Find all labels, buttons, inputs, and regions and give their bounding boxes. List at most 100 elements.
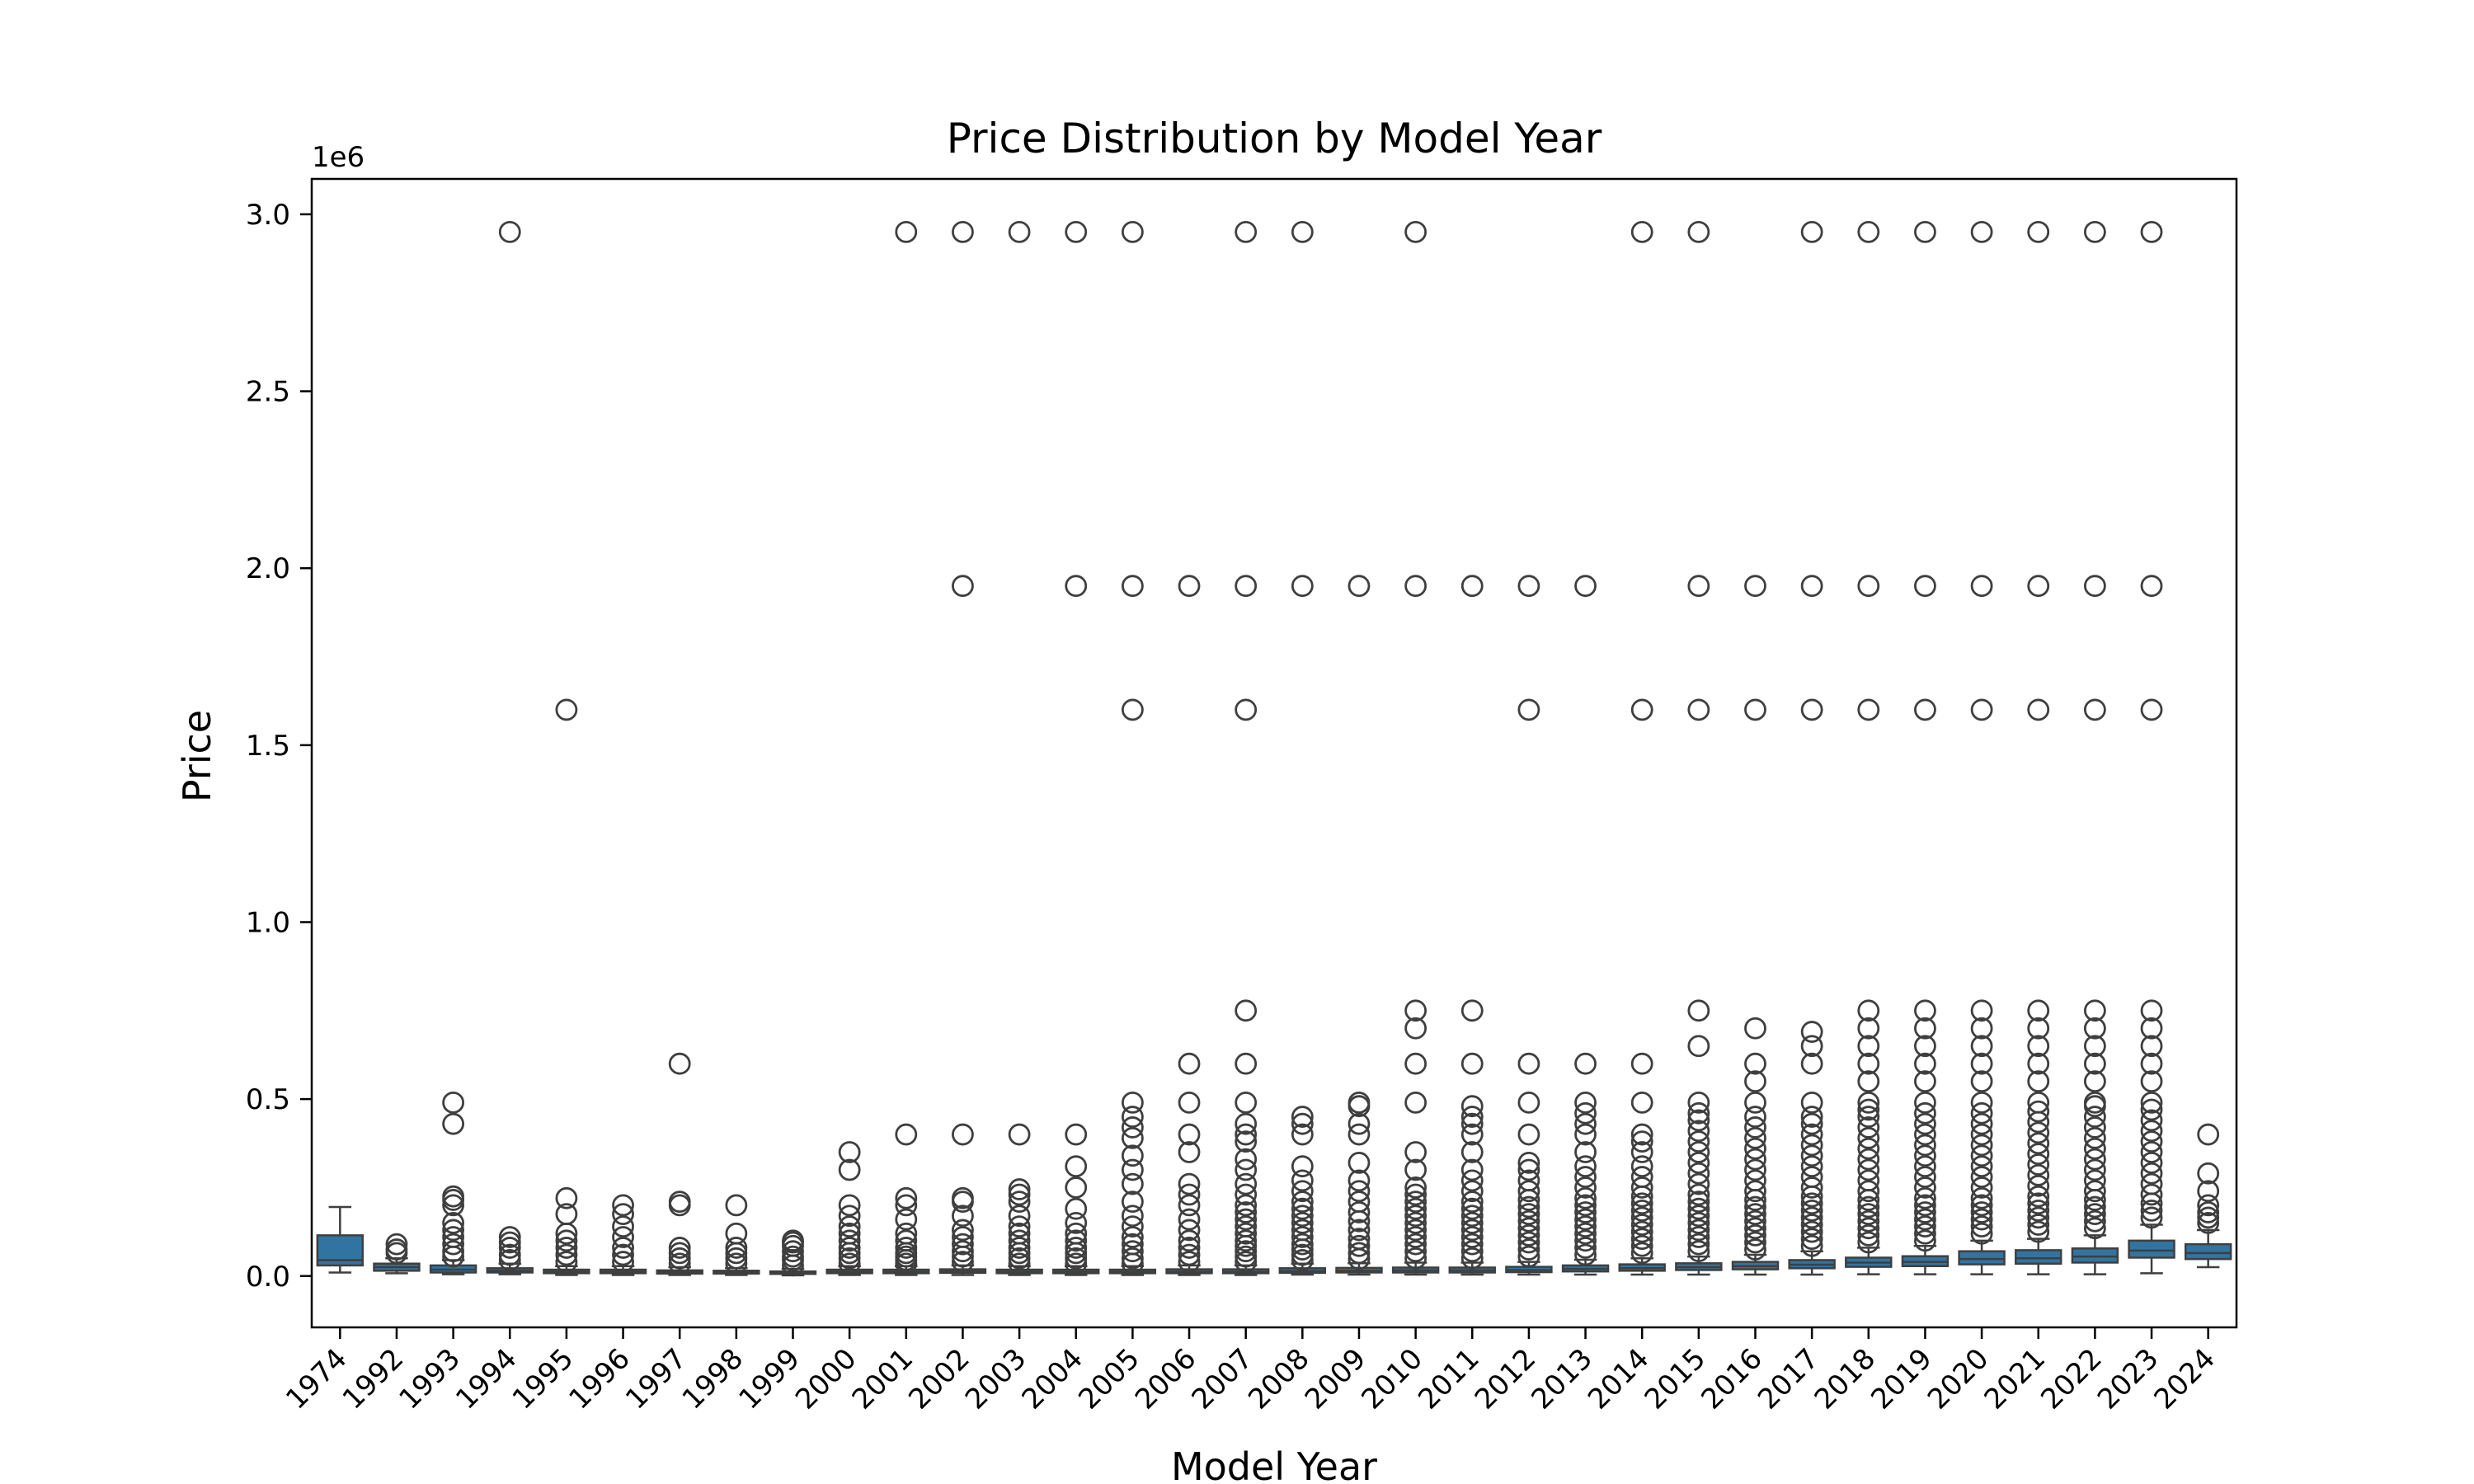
- outlier-point: [668, 1247, 691, 1270]
- outlier-point: [1744, 1052, 1766, 1075]
- outlier-point: [1744, 575, 1766, 598]
- box-1996: [599, 1194, 647, 1276]
- outlier-point: [1857, 1126, 1880, 1149]
- outlier-point: [1744, 1070, 1766, 1093]
- outlier-point: [2197, 1201, 2220, 1223]
- outlier-point: [1121, 1215, 1144, 1238]
- outlier-point: [1914, 1166, 1936, 1188]
- outlier-point: [1404, 1205, 1427, 1228]
- outlier-point: [1914, 1155, 1936, 1178]
- y-tick-label: 2.0: [246, 552, 290, 585]
- outlier-point: [612, 1203, 634, 1226]
- box-2014: [1618, 220, 1666, 1276]
- outlier-point: [555, 1186, 578, 1209]
- outlier-point: [1517, 1180, 1540, 1203]
- outlier-point: [1914, 1123, 1936, 1146]
- outlier-point: [1404, 575, 1427, 598]
- outlier-point: [1235, 1092, 1258, 1114]
- outlier-point: [1235, 1123, 1258, 1146]
- box-2011: [1448, 575, 1496, 1276]
- outlier-point: [1574, 1194, 1597, 1217]
- outlier-point: [1574, 1052, 1597, 1075]
- outlier-point: [2083, 1169, 2106, 1192]
- outlier-point: [1574, 1155, 1597, 1178]
- outlier-point: [1178, 1172, 1201, 1195]
- outlier-point: [1404, 1219, 1427, 1242]
- outlier-point: [1348, 1234, 1371, 1257]
- y-tick-label: 3.0: [246, 199, 290, 232]
- outlier-point: [2140, 1109, 2163, 1132]
- outlier-point: [1687, 999, 1710, 1022]
- outlier-point: [2027, 220, 2050, 243]
- outlier-point: [1800, 220, 1823, 243]
- outlier-point: [555, 698, 578, 721]
- outlier-point: [1065, 1229, 1088, 1252]
- outlier-point: [1744, 1231, 1766, 1254]
- outlier-point: [442, 1112, 465, 1135]
- outlier-point: [1857, 1217, 1880, 1240]
- outlier-point: [1857, 999, 1880, 1022]
- outlier-point: [952, 1240, 974, 1263]
- outlier-point: [1857, 1195, 1880, 1219]
- outlier-point: [1121, 1106, 1144, 1128]
- outlier-point: [1687, 1240, 1710, 1263]
- outlier-point: [1800, 1234, 1823, 1257]
- outlier-point: [895, 220, 918, 243]
- outlier-point: [1517, 1092, 1540, 1114]
- outlier-point: [952, 1186, 974, 1209]
- outlier-point: [1121, 1144, 1144, 1167]
- outlier-point: [1178, 1052, 1201, 1075]
- outlier-point: [838, 1215, 861, 1238]
- outlier-point: [1517, 1238, 1540, 1261]
- outlier-point: [1800, 1192, 1823, 1215]
- outlier-point: [1404, 1141, 1427, 1163]
- outlier-point: [1178, 1237, 1201, 1259]
- outlier-point: [2083, 1017, 2106, 1040]
- outlier-point: [725, 1222, 748, 1245]
- outlier-point: [1630, 1130, 1653, 1153]
- outlier-point: [952, 1205, 974, 1228]
- outlier-point: [1291, 1169, 1314, 1192]
- outlier-point: [1404, 1092, 1427, 1114]
- outlier-point: [1914, 1112, 1936, 1135]
- outlier-point: [1121, 698, 1144, 721]
- outlier-point: [1291, 1205, 1314, 1228]
- outlier-point: [1687, 1197, 1710, 1220]
- outlier-point: [1235, 1112, 1258, 1135]
- outlier-point: [1178, 1183, 1201, 1206]
- outlier-point: [1235, 1245, 1258, 1268]
- outlier-point: [1178, 1251, 1201, 1273]
- outlier-point: [1970, 1112, 1993, 1135]
- outlier-point: [1065, 1247, 1088, 1270]
- outlier-point: [1348, 1151, 1371, 1174]
- outlier-point: [952, 575, 974, 598]
- outlier-point: [1630, 1214, 1653, 1236]
- outlier-point: [1744, 698, 1766, 721]
- outlier-point: [1348, 1219, 1371, 1242]
- plot-area: [316, 220, 2232, 1277]
- outlier-point: [1404, 1247, 1427, 1270]
- outlier-point: [2027, 1100, 2050, 1123]
- outlier-point: [1970, 1215, 1993, 1238]
- outlier-point: [1460, 1095, 1484, 1118]
- outlier-point: [442, 1211, 465, 1234]
- outlier-point: [1630, 1228, 1653, 1251]
- outlier-point: [1460, 1106, 1484, 1128]
- outlier-point: [1687, 1162, 1710, 1185]
- outlier-point: [1630, 1220, 1653, 1243]
- outlier-point: [1687, 1130, 1710, 1153]
- box-2000: [825, 1141, 873, 1276]
- outlier-point: [2140, 1206, 2163, 1229]
- outlier-point: [555, 1251, 578, 1273]
- outlier-point: [1121, 1226, 1144, 1248]
- outlier-point: [1574, 1112, 1597, 1135]
- outlier-point: [1291, 1219, 1314, 1242]
- outlier-point: [1857, 575, 1880, 598]
- outlier-point: [2027, 1070, 2050, 1093]
- y-tick-label: 2.5: [246, 376, 290, 409]
- outlier-point: [1857, 1180, 1880, 1203]
- outlier-point: [1970, 1134, 1993, 1157]
- outlier-point: [1970, 1201, 1993, 1223]
- outlier-point: [2027, 1174, 2050, 1197]
- outlier-point: [1630, 1199, 1653, 1222]
